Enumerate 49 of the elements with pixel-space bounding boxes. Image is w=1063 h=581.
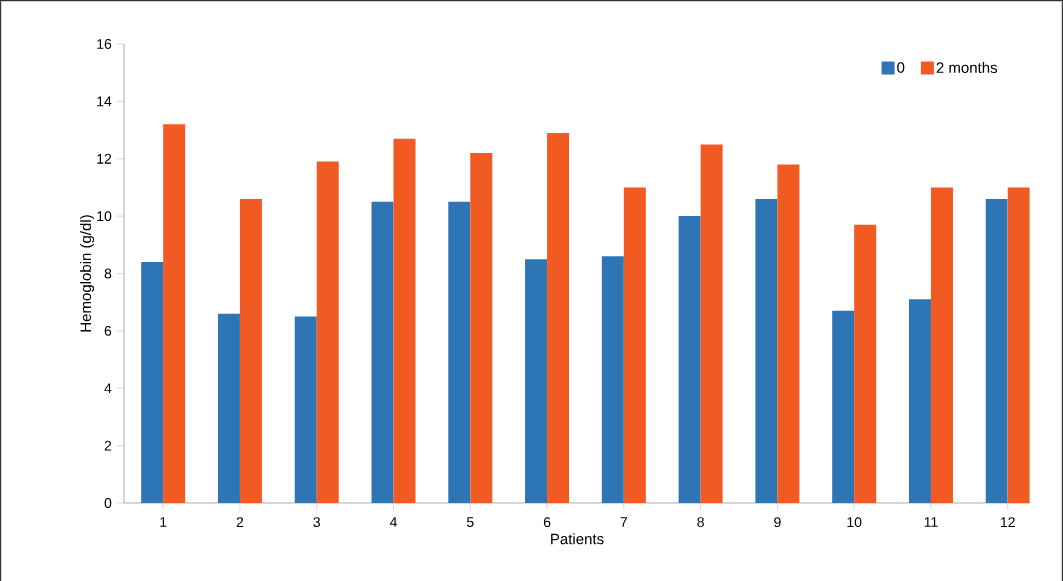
- bar: [393, 138, 416, 503]
- legend-label: 2 months: [936, 61, 998, 73]
- x-tick-label: 5: [466, 517, 474, 527]
- legend-label: 0: [897, 62, 905, 73]
- bar: [525, 259, 548, 503]
- y-axis-title: Hemoglobin (g/dl): [80, 215, 95, 332]
- bar: [217, 313, 240, 503]
- bar: [908, 299, 931, 503]
- x-tick-label: 11: [924, 517, 938, 527]
- x-tick-label: 9: [774, 517, 781, 528]
- bar: [448, 201, 471, 503]
- y-tick-label: 4: [104, 383, 112, 394]
- x-tick-label: 7: [620, 517, 628, 527]
- y-tick-label: 14: [97, 96, 112, 107]
- bar: [239, 198, 262, 503]
- x-tick-label: 8: [697, 517, 704, 528]
- y-tick-label: 2: [104, 440, 112, 451]
- bar: [678, 216, 701, 503]
- x-tick-label: 1: [160, 517, 167, 527]
- bar: [601, 256, 624, 503]
- bar: [316, 161, 339, 503]
- bar: [930, 187, 953, 503]
- y-tick-label: 6: [104, 325, 112, 336]
- x-tick-label: 12: [1001, 517, 1015, 527]
- bar: [470, 153, 493, 503]
- x-tick-label: 3: [313, 517, 320, 528]
- bar: [854, 224, 877, 503]
- bar: [700, 144, 723, 503]
- bar: [163, 124, 186, 503]
- x-tick-label: 10: [847, 517, 862, 528]
- x-axis-title: Patients: [551, 533, 604, 545]
- bar: [755, 198, 778, 503]
- y-tick-label: 8: [104, 268, 112, 279]
- x-tick-label: 2: [236, 517, 244, 527]
- bar: [371, 201, 394, 503]
- bar: [777, 164, 800, 503]
- y-tick-label: 16: [97, 39, 112, 49]
- x-tick-label: 4: [389, 517, 397, 527]
- bar: [985, 198, 1008, 503]
- bar: [547, 132, 570, 503]
- y-tick-label: 0: [104, 498, 112, 508]
- y-tick-label: 12: [97, 153, 112, 164]
- bar: [832, 310, 855, 503]
- y-tick-label: 10: [97, 211, 112, 222]
- bar: [623, 187, 646, 503]
- x-tick-label: 6: [543, 517, 551, 528]
- bar: [141, 262, 164, 503]
- bar: [1007, 187, 1030, 503]
- bar: [294, 316, 317, 503]
